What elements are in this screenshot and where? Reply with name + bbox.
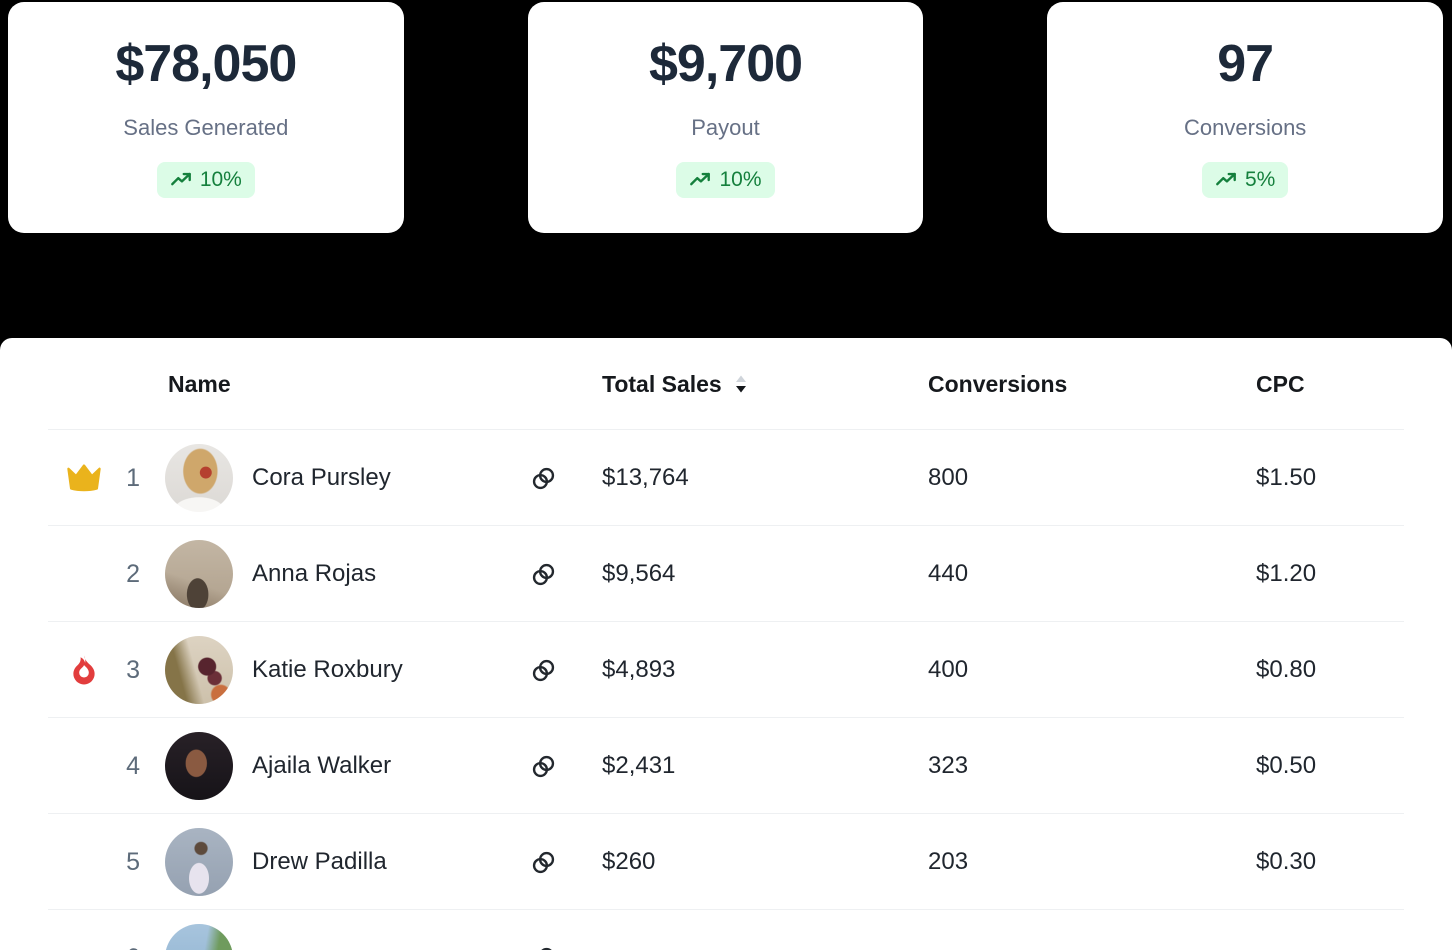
stat-card-conversions: 97 Conversions 5% [1047,2,1444,233]
affiliate-name: Katie Roxbury [252,656,403,683]
affiliate-name: Ajaila Walker [252,752,392,779]
stat-label: Payout [691,114,760,140]
column-header-total-sales[interactable]: Total Sales [586,371,912,398]
cpc-value: $1.20 [1256,560,1317,587]
rank-number: 2 [126,559,140,588]
affiliate-name: Drew Padilla [252,848,387,875]
rank-number: 5 [126,847,140,876]
cpc-value: $0.80 [1256,656,1317,683]
trending-up-icon [1215,169,1237,191]
table-row: 4 Ajaila Walker $2,431 323 $0.50 [0,718,1452,814]
conversions-value: 800 [928,464,969,491]
table-row: 3 Katie Roxbury $4,893 400 $0.80 [0,622,1452,718]
column-header-conversions: Conversions [928,370,1068,397]
rank-number: 6 [126,944,144,950]
stat-value: $9,700 [648,34,803,93]
column-header-label: Total Sales [602,370,722,397]
cpc-value: $0.50 [1256,752,1317,779]
change-value: 10% [199,168,242,191]
cpc-value: $0.30 [1256,848,1317,875]
link-icon[interactable] [530,753,557,780]
leaderboard-panel: Name Total Sales Conversions CPC 1 Cora … [0,338,1452,950]
change-value: 5% [1245,168,1276,191]
link-icon[interactable] [530,561,557,588]
table-row: 6 [0,910,1452,950]
conversions-value: 203 [928,848,969,875]
total-sales-value: $9,564 [602,560,676,587]
sort-toggle-icon[interactable] [734,374,748,394]
avatar [165,732,233,800]
cpc-value: $1.50 [1256,464,1317,491]
change-badge: 10% [156,161,255,198]
total-sales-value: $260 [602,848,656,875]
rank-number: 3 [126,655,140,684]
trending-up-icon [689,169,711,191]
change-badge: 5% [1202,161,1289,198]
total-sales-value: $4,893 [602,656,676,683]
conversions-value: 440 [928,560,969,587]
stat-label: Conversions [1184,114,1307,140]
avatar [165,444,233,512]
stat-value: 97 [1217,34,1274,93]
total-sales-value: $13,764 [602,464,689,491]
change-value: 10% [719,168,762,191]
link-icon[interactable] [530,849,557,876]
stats-row: $78,050 Sales Generated 10% $9,700 Payou… [8,2,1444,233]
stat-card-payout: $9,700 Payout 10% [527,2,924,233]
affiliate-name: Anna Rojas [252,560,377,587]
avatar [165,636,233,704]
avatar [165,924,233,950]
avatar [165,540,233,608]
rank-number: 4 [126,751,140,780]
table-row: 5 Drew Padilla $260 203 $0.30 [0,814,1452,910]
avatar [165,828,233,896]
stat-value: $78,050 [115,34,297,93]
conversions-value: 400 [928,656,969,683]
affiliate-name: Cora Pursley [252,464,391,491]
table-row: 1 Cora Pursley $13,764 800 $1.50 [0,430,1452,526]
fire-icon [67,653,101,687]
change-badge: 10% [676,161,775,198]
table-header-row: Name Total Sales Conversions CPC [0,338,1452,430]
link-icon[interactable] [530,465,557,492]
conversions-value: 323 [928,752,969,779]
total-sales-value: $2,431 [602,752,676,779]
trending-up-icon [170,169,192,191]
table-row: 2 Anna Rojas $9,564 440 $1.20 [0,526,1452,622]
stat-label: Sales Generated [123,114,289,140]
crown-icon [65,462,103,494]
link-icon[interactable] [530,945,557,950]
link-icon[interactable] [530,657,557,684]
stat-card-sales-generated: $78,050 Sales Generated 10% [8,2,404,233]
rank-number: 1 [126,463,140,492]
column-header-name: Name [168,370,231,397]
column-header-cpc: CPC [1256,370,1305,397]
